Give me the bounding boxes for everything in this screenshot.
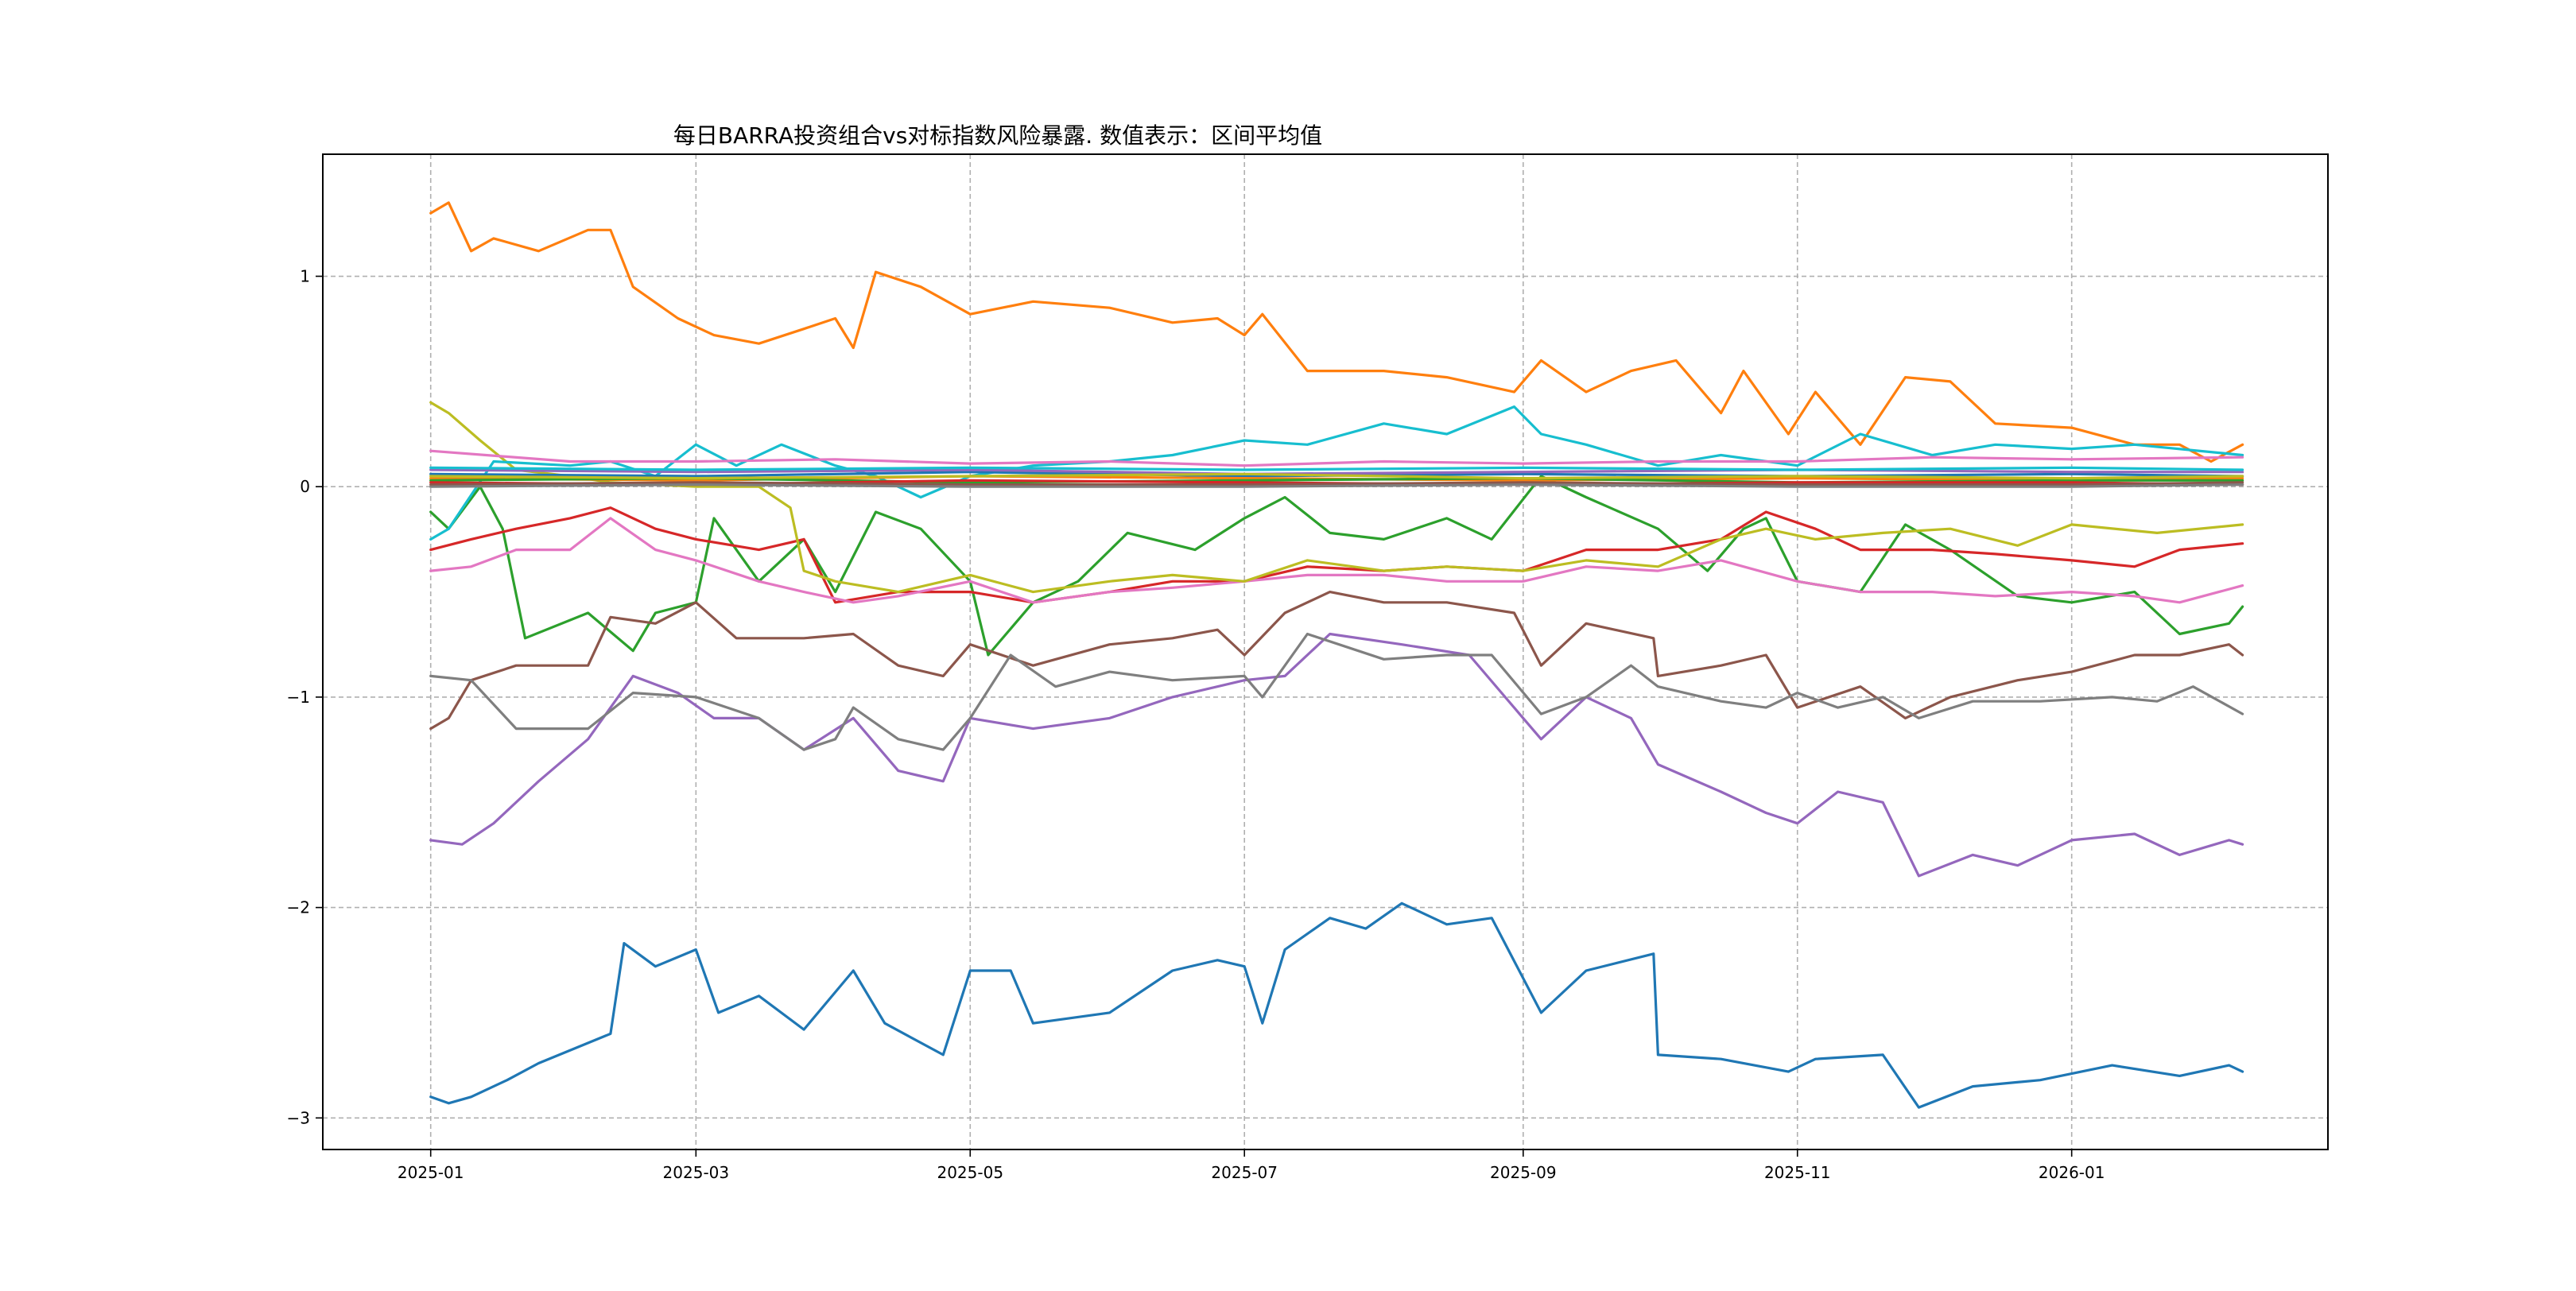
series-lines — [429, 201, 2244, 1109]
x-tick-label: 2025-01 — [398, 1163, 464, 1182]
series-line-11 — [429, 449, 2244, 467]
x-tick-label: 2026-01 — [2039, 1163, 2105, 1182]
series-line-8 — [429, 632, 2244, 751]
x-tick-label: 2025-05 — [937, 1163, 1003, 1182]
y-tick-label: 1 — [300, 267, 310, 286]
x-tick-label: 2025-11 — [1764, 1163, 1831, 1182]
series-line-3 — [429, 475, 2244, 657]
y-tick-label: −3 — [287, 1108, 310, 1127]
chart-title: 每日BARRA投资组合vs对标指数风险暴露. 数值表示：区间平均值 — [673, 122, 1322, 149]
y-tick-label: −1 — [287, 688, 310, 707]
series-line-5 — [429, 632, 2244, 878]
series-line-19 — [429, 472, 2244, 480]
series-line-17 — [429, 481, 2244, 487]
y-tick-label: 0 — [300, 477, 310, 496]
series-line-20 — [429, 466, 2244, 471]
x-tick-label: 2025-09 — [1490, 1163, 1557, 1182]
y-axis-ticks: −3 −2 −1 0 1 — [287, 267, 323, 1127]
y-tick-label: −2 — [287, 898, 310, 917]
plot-frame — [322, 153, 2329, 1150]
x-axis-ticks: 2025-01 2025-03 2025-05 2025-07 2025-09 2025-… — [398, 1149, 2105, 1182]
series-line-4 — [429, 506, 2244, 604]
series-line-16 — [429, 468, 2244, 475]
series-line-1 — [429, 901, 2244, 1109]
series-line-2 — [429, 201, 2244, 463]
series-line-6 — [429, 590, 2244, 731]
x-tick-label: 2025-03 — [663, 1163, 730, 1182]
x-tick-label: 2025-07 — [1211, 1163, 1278, 1182]
series-line-18 — [429, 483, 2244, 488]
